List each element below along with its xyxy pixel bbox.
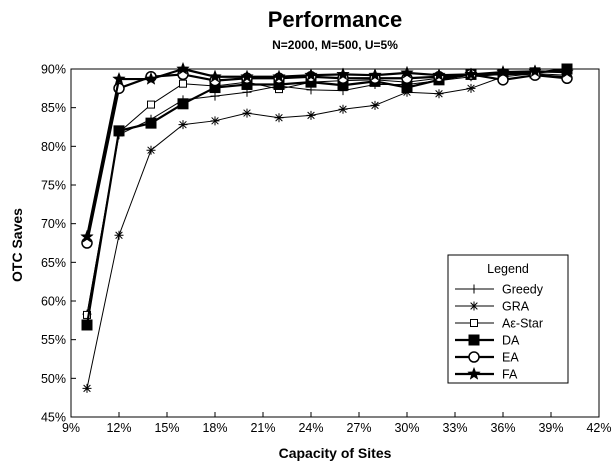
legend-title: Legend	[487, 262, 529, 276]
series-fa	[80, 61, 574, 243]
data-point-da	[177, 98, 189, 110]
data-point-da	[81, 319, 93, 331]
data-point-fa	[304, 67, 318, 82]
chart-subtitle: N=2000, M=500, U=5%	[272, 38, 398, 52]
data-point-da	[401, 82, 413, 94]
data-point-gra	[210, 116, 220, 126]
legend-marker-ea	[468, 351, 480, 363]
data-point-gra	[466, 83, 476, 93]
x-tick-label: 12%	[106, 421, 131, 435]
x-tick-label: 24%	[298, 421, 323, 435]
data-point-gra	[274, 113, 284, 123]
data-point-greedy	[210, 91, 220, 101]
data-point-fa	[336, 67, 350, 81]
x-tick-label: 21%	[250, 421, 275, 435]
data-point-fa	[560, 64, 574, 78]
legend-marker-da	[468, 334, 480, 346]
data-point-a-star	[147, 100, 155, 109]
legend-label: Aε-Star	[502, 317, 543, 331]
series-line-greedy	[86, 73, 568, 315]
data-point-fa	[144, 71, 158, 85]
legend-label: EA	[502, 351, 519, 365]
data-point-fa	[176, 61, 190, 75]
data-point-da	[113, 125, 125, 137]
data-point-gra	[338, 104, 348, 114]
x-axis-label: Capacity of Sites	[279, 445, 392, 461]
series-gra	[82, 69, 572, 393]
y-tick-label: 80%	[41, 140, 66, 154]
chart-title: Performance	[268, 7, 403, 32]
data-point-gra	[242, 108, 252, 118]
x-tick-label: 30%	[394, 421, 419, 435]
legend-item-gra: GRA	[455, 300, 530, 314]
data-point-fa	[464, 67, 478, 81]
x-tick-label: 18%	[202, 421, 227, 435]
y-tick-label: 50%	[41, 372, 66, 386]
legend-marker-greedy	[469, 284, 479, 294]
series-line-da	[85, 67, 568, 326]
x-tick-label: 36%	[490, 421, 515, 435]
data-point-fa	[368, 67, 382, 82]
series-line-fa	[85, 67, 568, 238]
legend-marker-a-star	[470, 319, 478, 327]
data-point-fa	[432, 67, 446, 82]
x-tick-label: 33%	[442, 421, 467, 435]
legend-item-a-star: Aε-Star	[455, 317, 543, 331]
data-point-fa	[496, 64, 510, 78]
series-line-ea	[85, 73, 568, 244]
legend-item-ea: EA	[455, 351, 519, 365]
y-tick-label: 90%	[41, 63, 66, 77]
y-tick-label: 85%	[41, 101, 66, 115]
y-tick-label: 75%	[41, 179, 66, 193]
legend-item-da: DA	[455, 334, 520, 348]
legend-marker-fa	[467, 366, 481, 380]
data-point-fa	[400, 65, 414, 79]
legend-label: DA	[502, 334, 520, 348]
x-tick-label: 42%	[586, 421, 611, 435]
data-point-gra	[114, 230, 124, 240]
y-tick-label: 55%	[41, 333, 66, 347]
series-ea	[81, 68, 573, 249]
y-tick-label: 70%	[41, 217, 66, 231]
legend: Legend Greedy GRA Aε-Star DA EA FA	[447, 254, 569, 384]
legend-marker-gra	[469, 301, 479, 311]
y-axis-label: OTC Saves	[9, 208, 25, 282]
legend-label: GRA	[502, 300, 530, 314]
data-point-gra	[306, 110, 316, 120]
axes: 9% 12% 15% 18% 21% 24% 27% 30% 33% 36% 39% 42% 45% 50…	[41, 63, 612, 436]
legend-label: FA	[502, 368, 518, 382]
data-point-gra	[146, 145, 156, 155]
data-point-fa	[80, 229, 94, 243]
plot-frame	[70, 68, 600, 418]
y-tick-label: 60%	[41, 295, 66, 309]
y-tick-label: 65%	[41, 256, 66, 270]
data-point-gra	[178, 120, 188, 130]
series-line-gra	[86, 73, 568, 389]
data-point-fa	[240, 69, 254, 83]
data-point-da	[145, 117, 157, 129]
y-tick-label: 45%	[41, 411, 66, 425]
data-point-gra	[434, 89, 444, 99]
data-point-fa	[112, 71, 126, 85]
data-point-fa	[208, 69, 222, 83]
x-tick-label: 39%	[538, 421, 563, 435]
x-tick-label: 27%	[346, 421, 371, 435]
data-point-fa	[528, 64, 542, 78]
legend-box	[447, 254, 569, 384]
legend-item-greedy: Greedy	[455, 283, 544, 297]
data-point-fa	[272, 69, 286, 83]
data-point-a-star	[179, 79, 187, 88]
legend-item-fa: FA	[455, 366, 518, 382]
x-tick-label: 15%	[154, 421, 179, 435]
data-point-gra	[370, 100, 380, 110]
data-point-gra	[82, 383, 92, 393]
legend-label: Greedy	[502, 283, 544, 297]
series-layer	[80, 61, 574, 393]
x-tick-label: 9%	[62, 421, 80, 435]
